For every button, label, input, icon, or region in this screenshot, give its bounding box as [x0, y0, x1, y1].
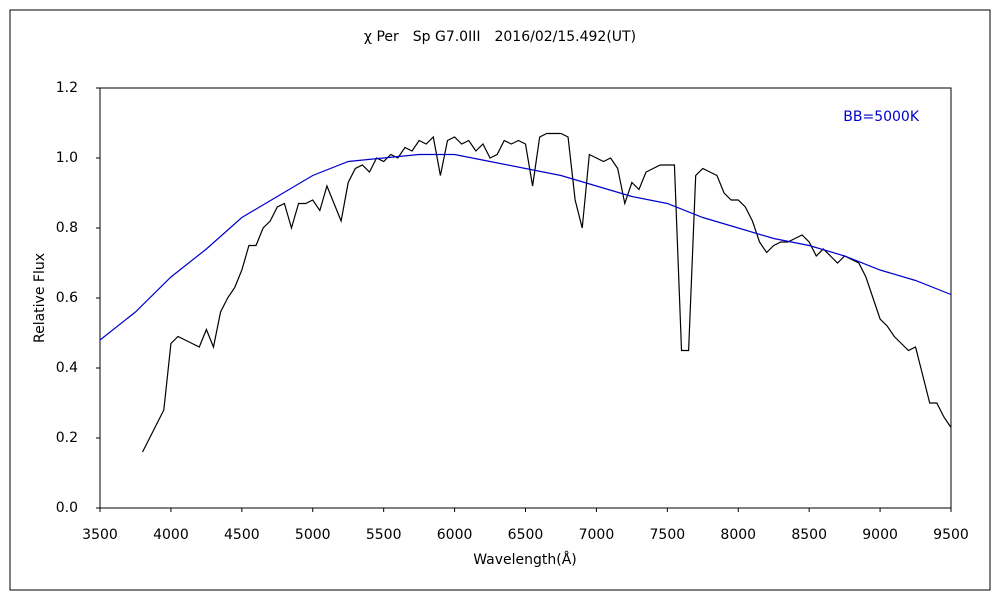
chart-title: χ Per Sp G7.0III 2016/02/15.492(UT) — [364, 29, 636, 45]
x-tick-label: 5500 — [366, 527, 402, 543]
y-tick-label: 1.2 — [56, 80, 78, 96]
chart-frame — [9, 9, 991, 591]
y-axis-label: Relative Flux — [32, 253, 48, 343]
x-tick-label: 8500 — [791, 527, 827, 543]
series-line — [142, 132, 952, 453]
x-tick-label: 7000 — [579, 527, 615, 543]
y-tick-label: 0.4 — [56, 360, 78, 376]
x-tick-label: 5000 — [295, 527, 331, 543]
y-tick-label: 0.0 — [56, 500, 78, 516]
x-tick-label: 7500 — [650, 527, 686, 543]
x-tick-label: 6000 — [437, 527, 473, 543]
y-tick-label: 0.8 — [56, 220, 78, 236]
x-tick-label: 6500 — [508, 527, 544, 543]
y-tick-label: 0.6 — [56, 290, 78, 306]
x-tick-label: 9000 — [862, 527, 898, 543]
x-tick-label: 8000 — [720, 527, 756, 543]
x-tick-label: 9500 — [933, 527, 969, 543]
y-tick-label: 1.0 — [56, 150, 78, 166]
legend-label: BB=5000K — [843, 109, 920, 125]
y-tick-label: 0.2 — [56, 430, 78, 446]
x-tick-label: 4000 — [153, 527, 189, 543]
x-axis-label: Wavelength(Å) — [473, 551, 577, 568]
x-tick-label: 3500 — [82, 527, 118, 543]
series-line — [99, 153, 952, 341]
x-tick-label: 4500 — [224, 527, 260, 543]
